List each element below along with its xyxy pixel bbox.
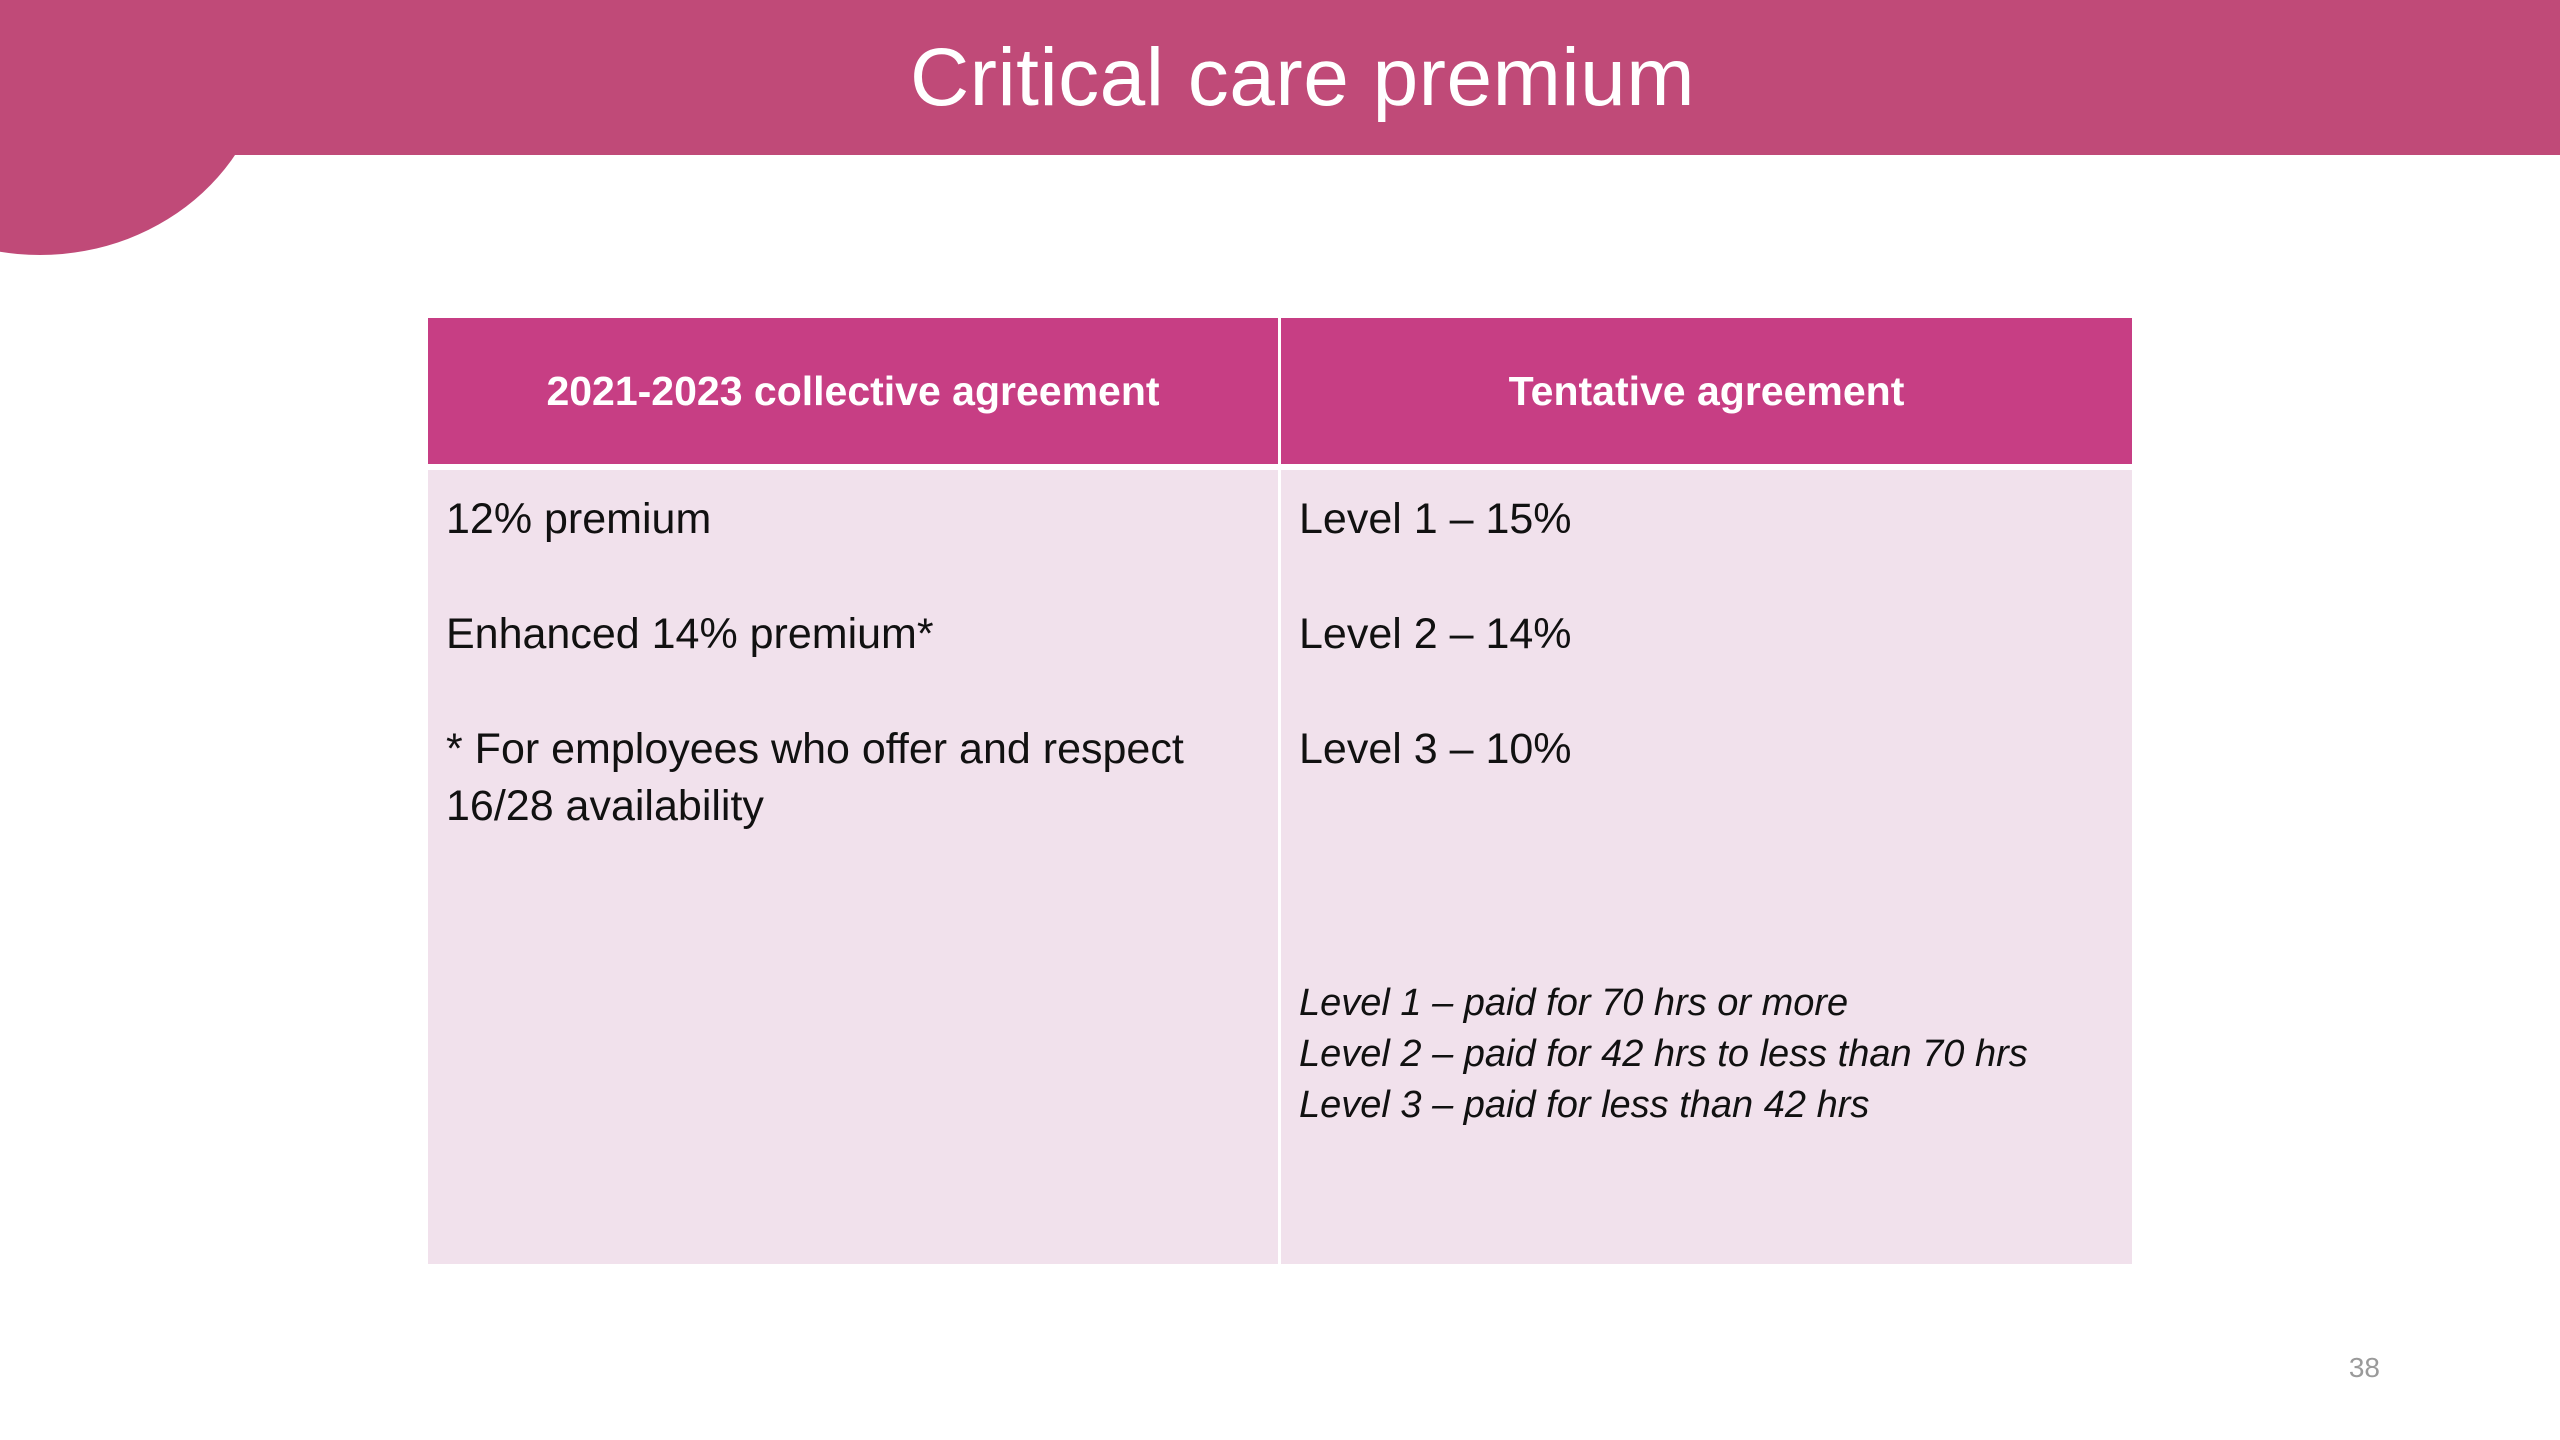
premium-12-text: 12% premium: [446, 495, 712, 543]
level-3-note: Level 3 – paid for less than 42 hrs: [1299, 1084, 1870, 1126]
level-2-rate: Level 2 – 14%: [1299, 610, 1572, 658]
slide-title: Critical care premium: [909, 31, 1696, 123]
footnote-line-2: 16/28 availability: [446, 782, 764, 830]
table-header-tentative-agreement: Tentative agreement: [1281, 318, 2132, 464]
footnote-line-1: * For employees who offer and respect: [446, 725, 1184, 773]
table-header-collective-agreement: 2021-2023 collective agreement: [428, 318, 1278, 464]
level-1-rate: Level 1 – 15%: [1299, 495, 1572, 543]
level-2-note: Level 2 – paid for 42 hrs to less than 7…: [1299, 1033, 2028, 1075]
enhanced-premium-text: Enhanced 14% premium*: [446, 610, 934, 658]
page-number: 38: [2348, 1352, 2380, 1383]
level-3-rate: Level 3 – 10%: [1299, 725, 1572, 773]
title-banner: [0, 0, 2560, 155]
level-1-note: Level 1 – paid for 70 hrs or more: [1299, 982, 1849, 1024]
collective-agreement-cell: 12% premium Enhanced 14% premium* * For …: [428, 470, 1278, 1264]
comparison-table: 2021-2023 collective agreement Tentative…: [428, 318, 2132, 1264]
tentative-agreement-cell: Level 1 – 15% Level 2 – 14% Level 3 – 10…: [1281, 470, 2132, 1264]
